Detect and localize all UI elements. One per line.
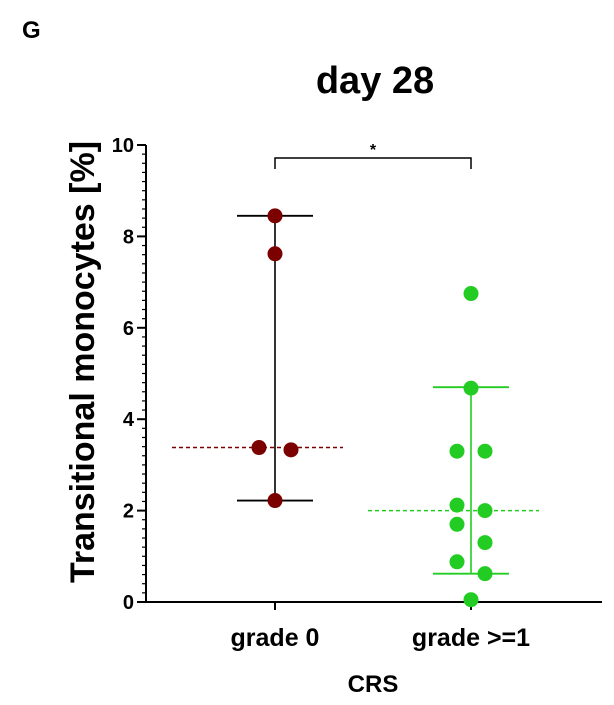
data-points <box>251 208 493 608</box>
y-tick-label: 10 <box>112 135 134 157</box>
y-tick-label: 4 <box>123 409 135 431</box>
data-point <box>283 442 299 458</box>
data-point <box>463 380 479 396</box>
data-point <box>477 503 493 519</box>
data-point <box>477 535 493 551</box>
x-ticks: grade 0 grade >=1 <box>231 602 530 652</box>
data-point <box>449 554 465 570</box>
data-point <box>477 443 493 459</box>
summary-bars <box>172 214 539 575</box>
y-major-ticks: 0 2 4 6 8 10 <box>112 135 146 614</box>
y-tick-label: 8 <box>123 226 134 248</box>
x-tick-label: grade 0 <box>231 624 320 652</box>
data-point <box>267 246 283 262</box>
panel-label: G <box>22 17 41 44</box>
data-point <box>449 443 465 459</box>
significance-label: * <box>370 142 377 159</box>
data-point <box>267 493 283 509</box>
y-tick-label: 0 <box>123 592 134 614</box>
y-axis-label: Transitional monocytes [%] <box>64 141 102 583</box>
x-tick-label: grade >=1 <box>412 624 530 652</box>
y-tick-label: 6 <box>123 318 134 340</box>
data-point <box>463 286 479 302</box>
y-tick-label: 2 <box>123 501 134 523</box>
data-point <box>251 440 267 456</box>
data-point <box>463 592 479 608</box>
significance-bracket: * <box>274 142 472 169</box>
data-point <box>267 208 283 224</box>
chart-title: day 28 <box>316 60 434 102</box>
data-point <box>449 497 465 513</box>
data-point <box>449 516 465 532</box>
data-point <box>477 566 493 582</box>
significance-line <box>274 157 472 169</box>
x-axis-label: CRS <box>348 671 399 698</box>
